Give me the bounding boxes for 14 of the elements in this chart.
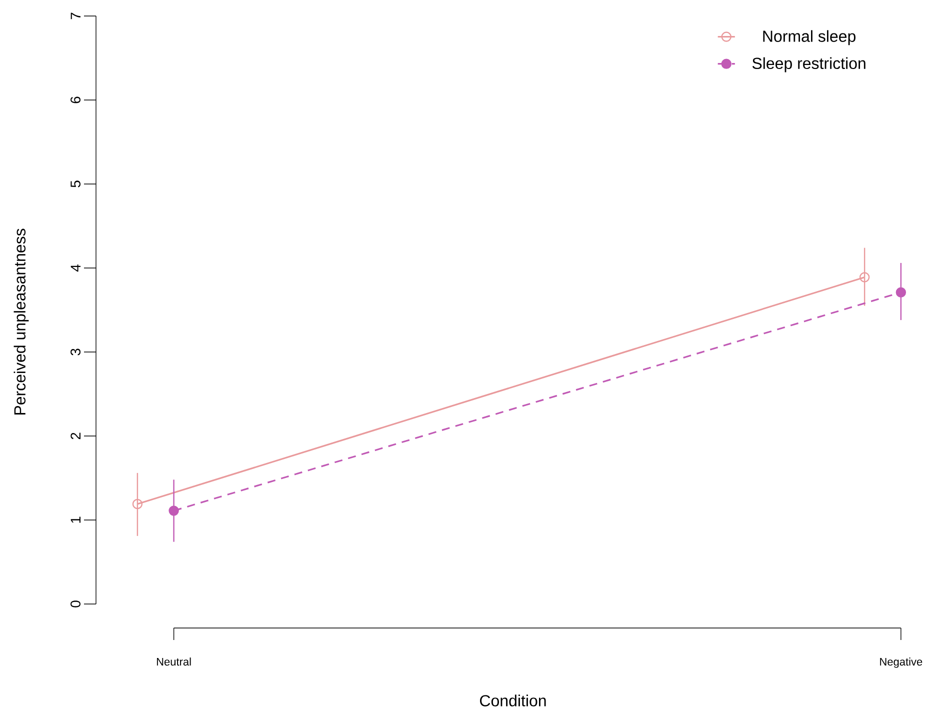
x-tick-label: Negative bbox=[880, 658, 922, 668]
x-tick-label: Neutral bbox=[156, 658, 191, 666]
y-tick-label: 7 bbox=[70, 12, 80, 20]
y-tick-label: 0 bbox=[70, 600, 80, 608]
y-tick-label: 4 bbox=[70, 264, 80, 272]
y-tick-label: 2 bbox=[70, 432, 80, 440]
y-tick-label: 5 bbox=[70, 180, 80, 188]
legend-label: Sleep restriction bbox=[752, 57, 866, 72]
x-axis-title: Condition bbox=[480, 694, 546, 706]
legend-label: Normal sleep bbox=[763, 30, 856, 46]
y-tick-label: 3 bbox=[70, 348, 80, 356]
y-tick-label: 1 bbox=[70, 516, 80, 523]
y-axis-title: Perceived unpleasantness bbox=[14, 228, 29, 415]
y-tick-label: 6 bbox=[70, 96, 80, 104]
